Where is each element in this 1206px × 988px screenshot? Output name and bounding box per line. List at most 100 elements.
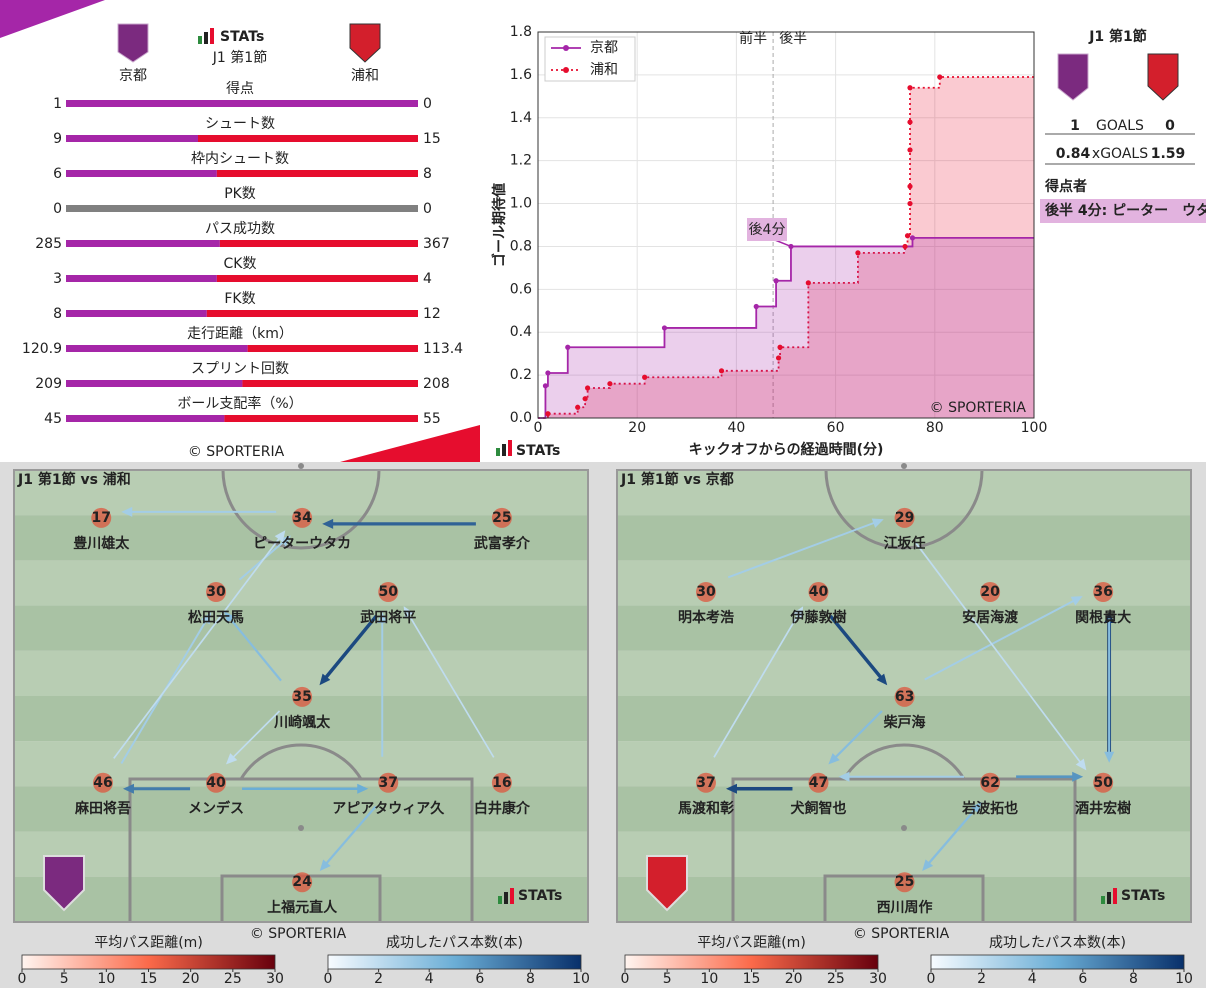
- team-logo: [43, 855, 85, 912]
- x-tick-label: 0: [534, 420, 543, 436]
- pass-arrowhead: [322, 518, 334, 529]
- halftime-label: 前半: [739, 30, 767, 47]
- pass-edge: [914, 541, 1084, 767]
- player-value: 16: [492, 775, 511, 791]
- center-spot: [901, 463, 907, 469]
- player-name: 川崎颯太: [273, 714, 331, 731]
- player-value: 36: [1093, 584, 1112, 600]
- center-circle: [824, 470, 984, 550]
- step-area: [538, 237, 1034, 418]
- xg-point: [642, 374, 648, 380]
- y-tick-label: 0.8: [510, 238, 532, 254]
- category-label: 走行距離（km）: [187, 325, 293, 342]
- player-name: 安居海渡: [962, 609, 1019, 626]
- player-value: 35: [292, 689, 311, 705]
- pass-edge: [924, 598, 1078, 681]
- brand: STATs: [1121, 888, 1165, 904]
- goals-label: GOALS: [1096, 118, 1144, 134]
- pass-edge: [925, 805, 979, 868]
- center-circle: [221, 470, 381, 550]
- x-tick-label: 100: [1021, 420, 1048, 436]
- player-rose: [894, 872, 915, 893]
- player-value: 29: [895, 510, 914, 526]
- player-name: 馬渡和彰: [678, 800, 734, 817]
- legend-marker: [563, 45, 569, 51]
- pitch-frame: [13, 469, 589, 923]
- annotation-box: [747, 218, 787, 241]
- category-label: ボール支配率（%）: [177, 395, 302, 412]
- player-rose: [378, 772, 399, 793]
- colorbar-tick-label: 10: [700, 971, 718, 987]
- player-value: 17: [92, 510, 111, 526]
- player-name: 伊藤敦樹: [789, 609, 846, 626]
- player-rose: [1093, 582, 1114, 603]
- player-name: 岩波拓也: [961, 800, 1018, 817]
- bar-away: [224, 415, 418, 422]
- colorbar-tick-label: 8: [1129, 971, 1138, 987]
- brand-icon: [198, 36, 202, 44]
- player-rose: [695, 772, 716, 793]
- pass-arrowhead: [319, 859, 331, 872]
- player-rose: [894, 507, 915, 528]
- category-label: シュート数: [205, 116, 275, 132]
- xg-point: [575, 404, 581, 410]
- player-rose: [206, 772, 227, 793]
- player-name: 白井康介: [474, 800, 531, 817]
- bar-away: [216, 275, 418, 282]
- x-tick-label: 80: [926, 420, 944, 436]
- team-logo: [117, 23, 149, 63]
- colorbar-tick-label: 10: [1175, 971, 1193, 987]
- legend-marker: [563, 67, 569, 73]
- bar-away: [198, 135, 418, 142]
- player-name: 松田天馬: [188, 609, 244, 626]
- colorbar-tick-label: 6: [1078, 971, 1087, 987]
- player-rose: [92, 772, 113, 793]
- pitch-stripe: [14, 560, 588, 606]
- legend-label: 京都: [590, 40, 618, 56]
- brand-icon: [510, 888, 514, 904]
- brand-icon: [502, 444, 506, 456]
- colorbar-tick-label: 10: [97, 971, 115, 987]
- player-name: メンデス: [188, 800, 244, 817]
- pass-arrowhead: [793, 606, 804, 619]
- y-tick-label: 0.2: [510, 367, 532, 383]
- pass-arrowhead: [1072, 771, 1084, 782]
- brand: STATs: [220, 29, 264, 45]
- value-home: 209: [35, 376, 62, 392]
- pass-edge: [831, 710, 883, 761]
- colorbar-tick-label: 10: [572, 971, 590, 987]
- player-rose: [1093, 772, 1114, 793]
- colorbar-tick-label: 30: [869, 971, 887, 987]
- xg-point: [907, 200, 913, 207]
- value-away: 15: [423, 131, 441, 147]
- legend-label: 浦和: [590, 62, 618, 78]
- value-home: 120.9: [22, 341, 62, 357]
- player-value: 30: [206, 584, 226, 600]
- xg-point: [904, 233, 911, 239]
- pass-edge: [829, 614, 885, 682]
- player-name: 上福元直人: [267, 899, 338, 916]
- pass-arrowhead: [1104, 751, 1115, 763]
- brand-icon: [210, 28, 214, 44]
- bar-home: [66, 415, 225, 422]
- penalty-spot: [298, 825, 304, 831]
- player-value: 62: [980, 775, 999, 791]
- pass-edge: [322, 805, 377, 868]
- category-label: PK数: [224, 186, 256, 202]
- y-tick-label: 0.0: [510, 410, 532, 426]
- value-away: 8: [423, 166, 432, 182]
- y-tick-label: 1.0: [510, 196, 532, 212]
- pass-edge: [113, 534, 283, 759]
- step-area: [538, 77, 1034, 419]
- xg-point: [542, 383, 549, 389]
- x-tick-label: 40: [727, 420, 745, 436]
- penalty-arc: [842, 743, 966, 780]
- pass-arrowhead: [377, 612, 388, 624]
- player-rose: [491, 772, 512, 793]
- xg-point: [855, 250, 861, 256]
- player-name: 関根貴大: [1075, 609, 1131, 626]
- colorbar-tick-label: 0: [324, 971, 333, 987]
- xg-point: [565, 344, 571, 350]
- xg-point: [775, 355, 782, 361]
